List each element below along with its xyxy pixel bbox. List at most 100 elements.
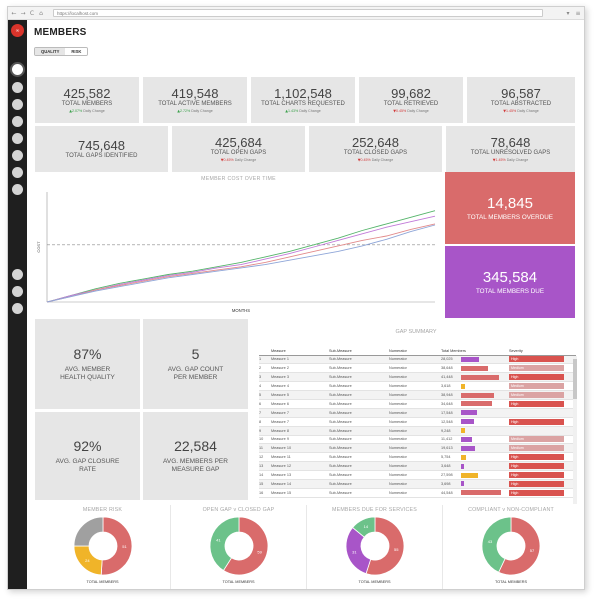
donut-chart: 55 31 14 [345, 516, 405, 576]
sidebar: ∞ [8, 20, 27, 589]
sidebar-item-8[interactable] [12, 184, 23, 195]
up-arrow-icon: ▲ [177, 109, 180, 113]
refresh-icon[interactable]: C [29, 9, 35, 17]
tab-risk[interactable]: RISK [65, 48, 88, 55]
donut-member-risk: MEMBER RISK 51 24 TOTAL MEMBERS [35, 505, 171, 589]
row-index: 13 [259, 461, 271, 472]
metric-value: 92% [73, 438, 102, 454]
sidebar-item-10[interactable] [12, 286, 23, 297]
sidebar-item-3[interactable] [12, 99, 23, 110]
kpi-label: TOTAL GAPS IDENTIFIED [65, 152, 138, 159]
total-members-bar [461, 383, 465, 389]
table-row[interactable]: 2 Measure 2 Sub-Measure Numerator 38,648 Medi… [259, 363, 576, 374]
total-members-overdue-card: 14,845 TOTAL MEMBERS OVERDUE [445, 172, 575, 244]
kpi-change-caption: Daily Change [506, 158, 529, 162]
cell-sub-measure: Sub-Measure [329, 363, 389, 374]
donut-slice[interactable] [209, 516, 240, 572]
address-bar[interactable]: https://localhost.com [53, 9, 543, 17]
total-members-value: 12,548 [441, 419, 453, 424]
cell-measure: Measure 1 [271, 355, 329, 365]
metric-label: AVG. MEMBERS PER MEASURE GAP [163, 458, 228, 473]
col-total-members[interactable]: Total Members [441, 348, 509, 356]
table-row[interactable]: 12 Measure 11 Sub-Measure Numerator 5,754 Hig… [259, 452, 576, 463]
total-members-value: 28,025 [441, 357, 453, 362]
cell-sub-measure: Sub-Measure [329, 488, 389, 498]
donut-slice-label: 51 [122, 544, 127, 549]
total-members-value: 41,448 [441, 375, 453, 380]
sidebar-item-2[interactable] [12, 82, 23, 93]
kpi-change: ▼0.45% [220, 158, 234, 162]
gap-summary-table: Measure Sub-Measure Numerator Total Memb… [259, 348, 576, 498]
scrollbar-thumb[interactable] [573, 359, 577, 399]
table-row[interactable]: 11 Measure 10 Sub-Measure Numerator 19,613 Me… [259, 443, 576, 454]
col-numerator[interactable]: Numerator [389, 348, 441, 356]
sidebar-item-11[interactable] [12, 303, 23, 314]
col-measure[interactable]: Measure [271, 348, 329, 356]
kpi-value: 1,102,548 [274, 86, 332, 101]
sidebar-item-5[interactable] [12, 133, 23, 144]
donut-slice-label: 31 [352, 549, 357, 554]
cell-sub-measure: Sub-Measure [329, 443, 389, 454]
donut-slice[interactable] [352, 516, 376, 538]
table-row[interactable]: 13 Measure 12 Sub-Measure Numerator 3,648 Hig… [259, 461, 576, 472]
menu-icon[interactable]: ≡ [575, 9, 581, 17]
dropdown-icon[interactable]: ▾ [566, 9, 570, 17]
total-members-value: 3,648 [441, 464, 451, 469]
cell-sub-measure: Sub-Measure [329, 372, 389, 383]
table-row[interactable]: 9 Measure 8 Sub-Measure Numerator 9,248 [259, 426, 576, 436]
donut-slice[interactable] [481, 516, 512, 573]
cell-severity: Medium [509, 390, 576, 400]
cell-severity: High [509, 372, 576, 383]
donut-slice[interactable] [222, 516, 269, 576]
cell-total-members: 41,448 [441, 372, 509, 383]
table-row[interactable]: 10 Measure 9 Sub-Measure Numerator 11,412 Med… [259, 435, 576, 445]
donut-slice[interactable] [100, 516, 133, 576]
table-row[interactable]: 5 Measure 5 Sub-Measure Numerator 38,948 Medi… [259, 390, 576, 400]
tab-bar: QUALITY RISK [34, 47, 89, 56]
table-row[interactable]: 16 Measure 15 Sub-Measure Numerator 44,548 Hi… [259, 488, 576, 498]
total-members-value: 5,754 [441, 455, 451, 460]
table-row[interactable]: 7 Measure 7 Sub-Measure Numerator 17,548 [259, 408, 576, 418]
table-row[interactable]: 8 Measure 7 Sub-Measure Numerator 12,548 High [259, 417, 576, 427]
kpi-value: 252,648 [352, 135, 399, 150]
cell-severity [509, 408, 576, 418]
severity-badge [509, 409, 564, 415]
severity-badge: High [509, 472, 564, 479]
table-row[interactable]: 14 Measure 13 Sub-Measure Numerator 27,598 Hi… [259, 470, 576, 480]
sidebar-item-9[interactable] [12, 269, 23, 280]
cell-measure: Measure 15 [271, 488, 329, 498]
back-icon[interactable]: ← [11, 9, 17, 17]
table-scrollbar[interactable] [573, 356, 577, 504]
cell-total-members: 17,548 [441, 408, 509, 418]
cell-total-members: 3,698 [441, 479, 509, 489]
col-index[interactable] [259, 348, 271, 356]
forward-icon[interactable]: → [20, 9, 26, 17]
col-severity[interactable]: Severity [509, 348, 576, 356]
table-row[interactable]: 3 Measure 3 Sub-Measure Numerator 41,448 High [259, 372, 576, 383]
table-row[interactable]: 1 Measure 1 Sub-Measure Numerator 28,025 High [259, 355, 576, 365]
cell-total-members: 28,025 [441, 355, 509, 365]
sidebar-item-6[interactable] [12, 150, 23, 161]
total-members-bar [461, 419, 475, 425]
sidebar-item-7[interactable] [12, 167, 23, 178]
table-row[interactable]: 4 Measure 4 Sub-Measure Numerator 3,618 Mediu… [259, 381, 576, 392]
cell-total-members: 3,618 [441, 381, 509, 392]
app-logo[interactable]: ∞ [11, 24, 24, 37]
home-icon[interactable]: ⌂ [39, 9, 43, 17]
table-row[interactable]: 6 Measure 6 Sub-Measure Numerator 34,648 High [259, 399, 576, 409]
donut-slice[interactable] [365, 516, 405, 576]
tab-quality[interactable]: QUALITY [35, 48, 66, 55]
kpi-label: TOTAL CHARTS REQUESTED [261, 101, 345, 107]
table-row[interactable]: 15 Measure 14 Sub-Measure Numerator 3,698 Hig… [259, 479, 576, 489]
cell-measure: Measure 6 [271, 399, 329, 409]
table-header-row: Measure Sub-Measure Numerator Total Memb… [259, 348, 576, 356]
donut-slice[interactable] [498, 516, 541, 576]
cell-measure: Measure 11 [271, 452, 329, 463]
sidebar-item-members[interactable] [12, 64, 23, 75]
donut-slice[interactable] [73, 516, 104, 547]
kpi-change-caption: Daily Change [371, 158, 394, 162]
sidebar-item-4[interactable] [12, 116, 23, 127]
metric-avg-members-per-measure-gap: 22,584 AVG. MEMBERS PER MEASURE GAP [143, 412, 248, 500]
col-sub-measure[interactable]: Sub-Measure [329, 348, 389, 356]
kpi-total-charts-requested: 1,102,548 TOTAL CHARTS REQUESTED ▲1.43% … [251, 77, 355, 123]
